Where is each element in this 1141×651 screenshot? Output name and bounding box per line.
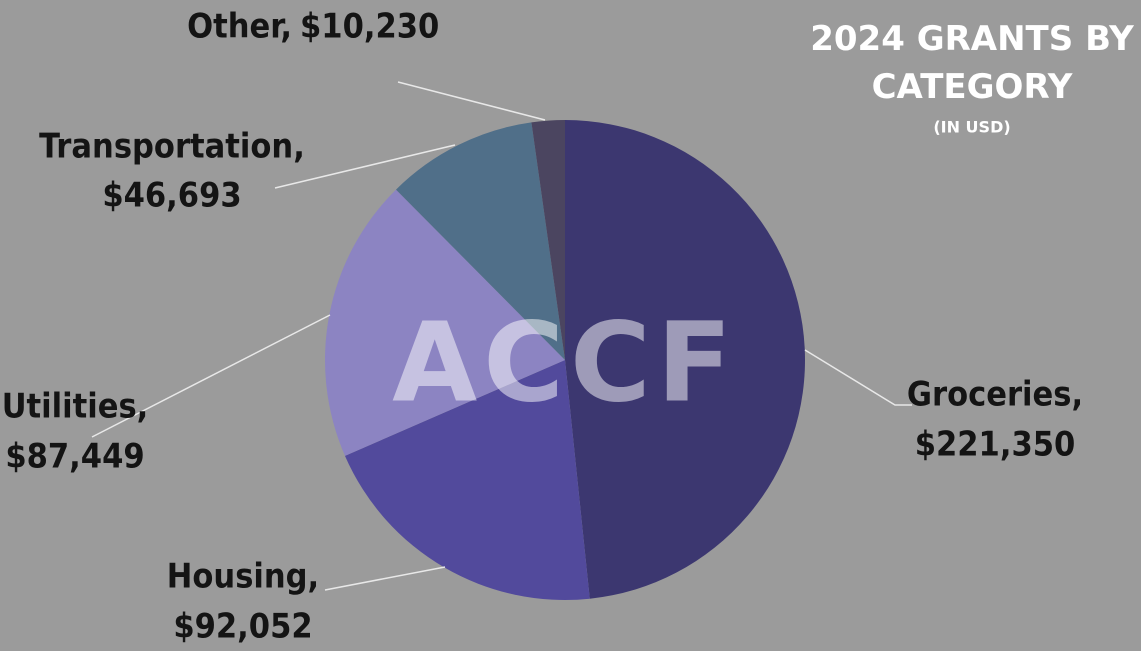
pie-slice [325, 189, 565, 456]
value-label: $92,052 [173, 607, 312, 647]
pie-slice [531, 120, 565, 360]
slice-label: Housing, [167, 557, 319, 597]
pie [325, 120, 806, 600]
watermark: ACCF [392, 298, 738, 426]
leader-line [397, 81, 546, 121]
slice-label: Utilities, [2, 387, 149, 427]
value-label: $46,693 [102, 176, 241, 216]
chart-title: 2024 GRANTS BY CATEGORY [810, 19, 1134, 107]
title: 2024 GRANTS BY [810, 19, 1134, 59]
pie-slice [395, 122, 565, 360]
slice-label: Other, [187, 7, 292, 47]
value-label: $221,350 [915, 425, 1076, 465]
slice-label: Transportation, [39, 127, 305, 167]
pie-slice [344, 360, 590, 600]
leader-line [324, 566, 446, 591]
leader-line [804, 349, 912, 406]
pie-slice [565, 120, 806, 599]
leader-line [274, 144, 456, 189]
value-label: $10,230 [300, 7, 439, 47]
title: CATEGORY [872, 67, 1073, 107]
slice-label: Groceries, [907, 375, 1083, 415]
chart-subtitle: (IN USD) [933, 118, 1010, 137]
value-label: $87,449 [5, 437, 144, 477]
leader-line [91, 314, 331, 438]
